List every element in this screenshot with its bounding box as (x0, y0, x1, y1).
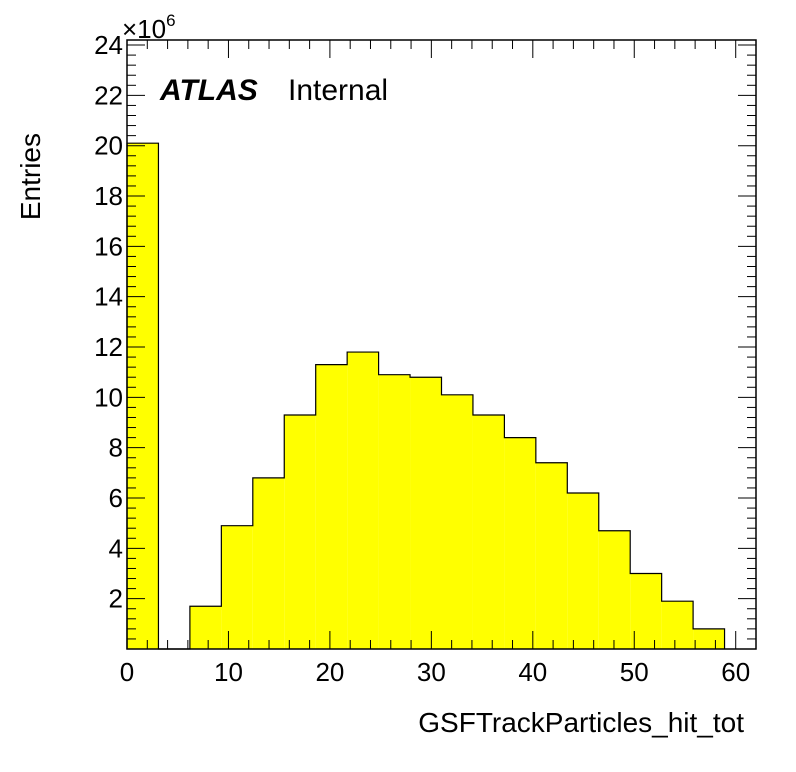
y-tick-label: 6 (109, 483, 123, 513)
x-tick-label: 30 (417, 657, 446, 687)
internal-label: Internal (288, 74, 388, 107)
y-tick-label: 4 (109, 533, 123, 563)
histogram-bar (315, 364, 348, 649)
x-tick-labels: 0 10 20 30 40 50 60 (120, 657, 750, 687)
y-tick-label: 12 (94, 332, 123, 362)
histogram-bar (410, 377, 442, 649)
x-tick-label: 60 (721, 657, 750, 687)
histogram-bar (630, 573, 662, 649)
histogram-bar (693, 628, 725, 649)
atlas-label: ATLAS (159, 74, 258, 107)
plot-frame (126, 39, 757, 650)
histogram-bar (567, 492, 599, 649)
y-tick-label: 18 (94, 181, 123, 211)
histogram-bar (504, 437, 536, 649)
x-tick-label: 0 (120, 657, 134, 687)
x-tick-label: 20 (315, 657, 344, 687)
histogram-bar (252, 477, 285, 649)
histogram-bar (189, 606, 222, 649)
histogram-bar (347, 352, 379, 649)
histogram-bar (284, 414, 316, 649)
y-tick-label: 14 (94, 282, 123, 312)
y-tick-label: 2 (109, 584, 123, 614)
y-tick-label: 16 (94, 231, 123, 261)
histogram-bars (126, 142, 726, 650)
histogram-bar (378, 374, 411, 649)
histogram-bar (661, 601, 694, 649)
histogram-bar (221, 525, 253, 649)
y-tick-label: 10 (94, 382, 123, 412)
histogram-bar (472, 414, 505, 649)
y-axis-title: Entries (15, 133, 46, 220)
histogram-bar (127, 143, 159, 650)
x-tick-label: 50 (620, 657, 649, 687)
histogram-bar (441, 394, 473, 649)
x-tick-label: 40 (518, 657, 547, 687)
x-axis-title: GSFTrackParticles_hit_tot (418, 707, 744, 738)
y-tick-label: 22 (94, 80, 123, 110)
y-multiplier: ×106 (122, 11, 176, 44)
y-tick-label: 20 (94, 131, 123, 161)
x-tick-label: 10 (214, 657, 243, 687)
y-tick-label: 24 (94, 30, 123, 60)
y-tick-label: 8 (109, 433, 123, 463)
histogram-bar (535, 462, 568, 649)
histogram-bar (598, 530, 631, 649)
histogram-outline (126, 142, 726, 650)
axis-ticks (126, 40, 757, 650)
